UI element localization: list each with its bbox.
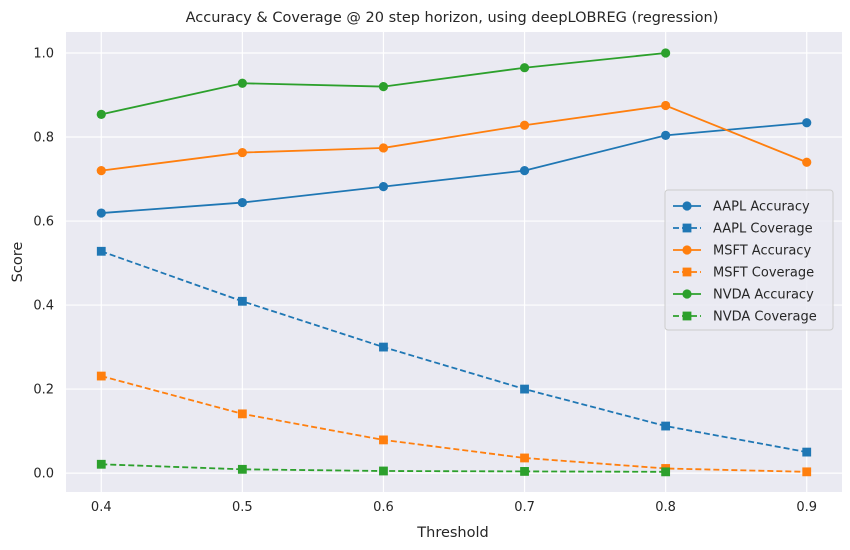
legend-item: NVDA Coverage — [673, 310, 817, 325]
data-point — [519, 63, 530, 73]
y-tick-label: 0.8 — [33, 131, 54, 146]
tick-labels: 0.4 0.5 0.6 0.7 0.8 0.9 0.0 0.2 0.4 0.6 0.8 1.0 — [33, 47, 817, 515]
data-point — [237, 147, 247, 158]
legend-box — [664, 189, 834, 331]
data-point — [96, 459, 106, 469]
data-point — [379, 466, 388, 476]
aapl-accuracy-series — [96, 118, 812, 218]
data-point — [96, 246, 106, 256]
legend-item: AAPL Accuracy — [673, 200, 810, 215]
aapl-coverage-line — [100, 250, 807, 453]
legend-label: AAPL Accuracy — [713, 200, 810, 215]
data-point — [661, 100, 671, 111]
data-point — [237, 409, 247, 419]
y-tick-label: 1.0 — [33, 47, 54, 62]
legend-marker — [682, 267, 692, 277]
x-axis-label: Threshold — [416, 525, 488, 541]
nvda-accuracy-series — [96, 48, 671, 119]
data-point — [661, 48, 671, 58]
legend-marker — [682, 245, 692, 255]
data-point — [96, 371, 106, 381]
y-tick-label: 0.6 — [33, 215, 54, 230]
data-point — [237, 197, 247, 208]
data-point — [379, 435, 388, 445]
data-point — [519, 120, 530, 130]
y-tick-label: 0.0 — [33, 467, 54, 482]
aapl-coverage-series — [96, 246, 812, 457]
legend: AAPL Accuracy AAPL Coverage MSFT Accuracy M… — [664, 189, 834, 331]
y-tick-label: 0.4 — [33, 299, 54, 314]
legend-label: AAPL Coverage — [713, 222, 813, 237]
x-tick-label: 0.9 — [796, 500, 817, 515]
legend-label: MSFT Coverage — [713, 266, 814, 281]
data-point — [237, 78, 247, 88]
data-point — [96, 109, 106, 119]
legend-item: MSFT Coverage — [673, 266, 814, 281]
data-point — [520, 384, 529, 394]
legend-item: AAPL Coverage — [673, 222, 813, 237]
data-point — [379, 342, 388, 352]
data-point — [237, 464, 247, 474]
data-point — [802, 447, 812, 457]
msft-coverage-line — [101, 375, 807, 473]
legend-marker — [682, 201, 692, 211]
legend-item: MSFT Accuracy — [673, 244, 811, 259]
x-tick-label: 0.7 — [514, 500, 535, 515]
data-point — [378, 82, 389, 92]
legend-marker — [682, 289, 692, 299]
msft-accuracy-line — [101, 104, 808, 172]
data-point — [378, 181, 389, 192]
chart-title: Accuracy & Coverage @ 20 step horizon, u… — [186, 10, 719, 26]
legend-label: NVDA Accuracy — [713, 288, 814, 303]
data-point — [802, 118, 812, 128]
data-point — [520, 453, 529, 463]
data-point — [520, 467, 529, 476]
x-tick-label: 0.6 — [373, 500, 394, 515]
series-group — [96, 48, 812, 477]
aapl-accuracy-line — [101, 121, 807, 214]
y-axis-label: Score — [10, 242, 26, 283]
x-tick-label: 0.5 — [232, 500, 253, 515]
data-point — [802, 157, 812, 167]
legend-label: NVDA Coverage — [713, 310, 817, 325]
msft-accuracy-series — [96, 100, 812, 176]
data-point — [661, 467, 671, 477]
legend-marker — [682, 223, 692, 233]
y-tick-label: 0.2 — [33, 383, 54, 398]
data-point — [96, 166, 106, 176]
data-point — [661, 421, 671, 431]
legend-label: MSFT Accuracy — [713, 244, 811, 259]
x-tick-label: 0.4 — [91, 500, 112, 515]
x-tick-label: 0.8 — [655, 500, 676, 515]
data-point — [802, 467, 812, 477]
legend-marker — [682, 311, 692, 321]
legend-item: NVDA Accuracy — [673, 288, 814, 303]
data-point — [378, 143, 389, 153]
data-point — [661, 130, 671, 140]
data-point — [96, 208, 106, 218]
nvda-coverage-series — [96, 459, 671, 477]
data-point — [237, 296, 247, 306]
data-point — [519, 166, 530, 176]
